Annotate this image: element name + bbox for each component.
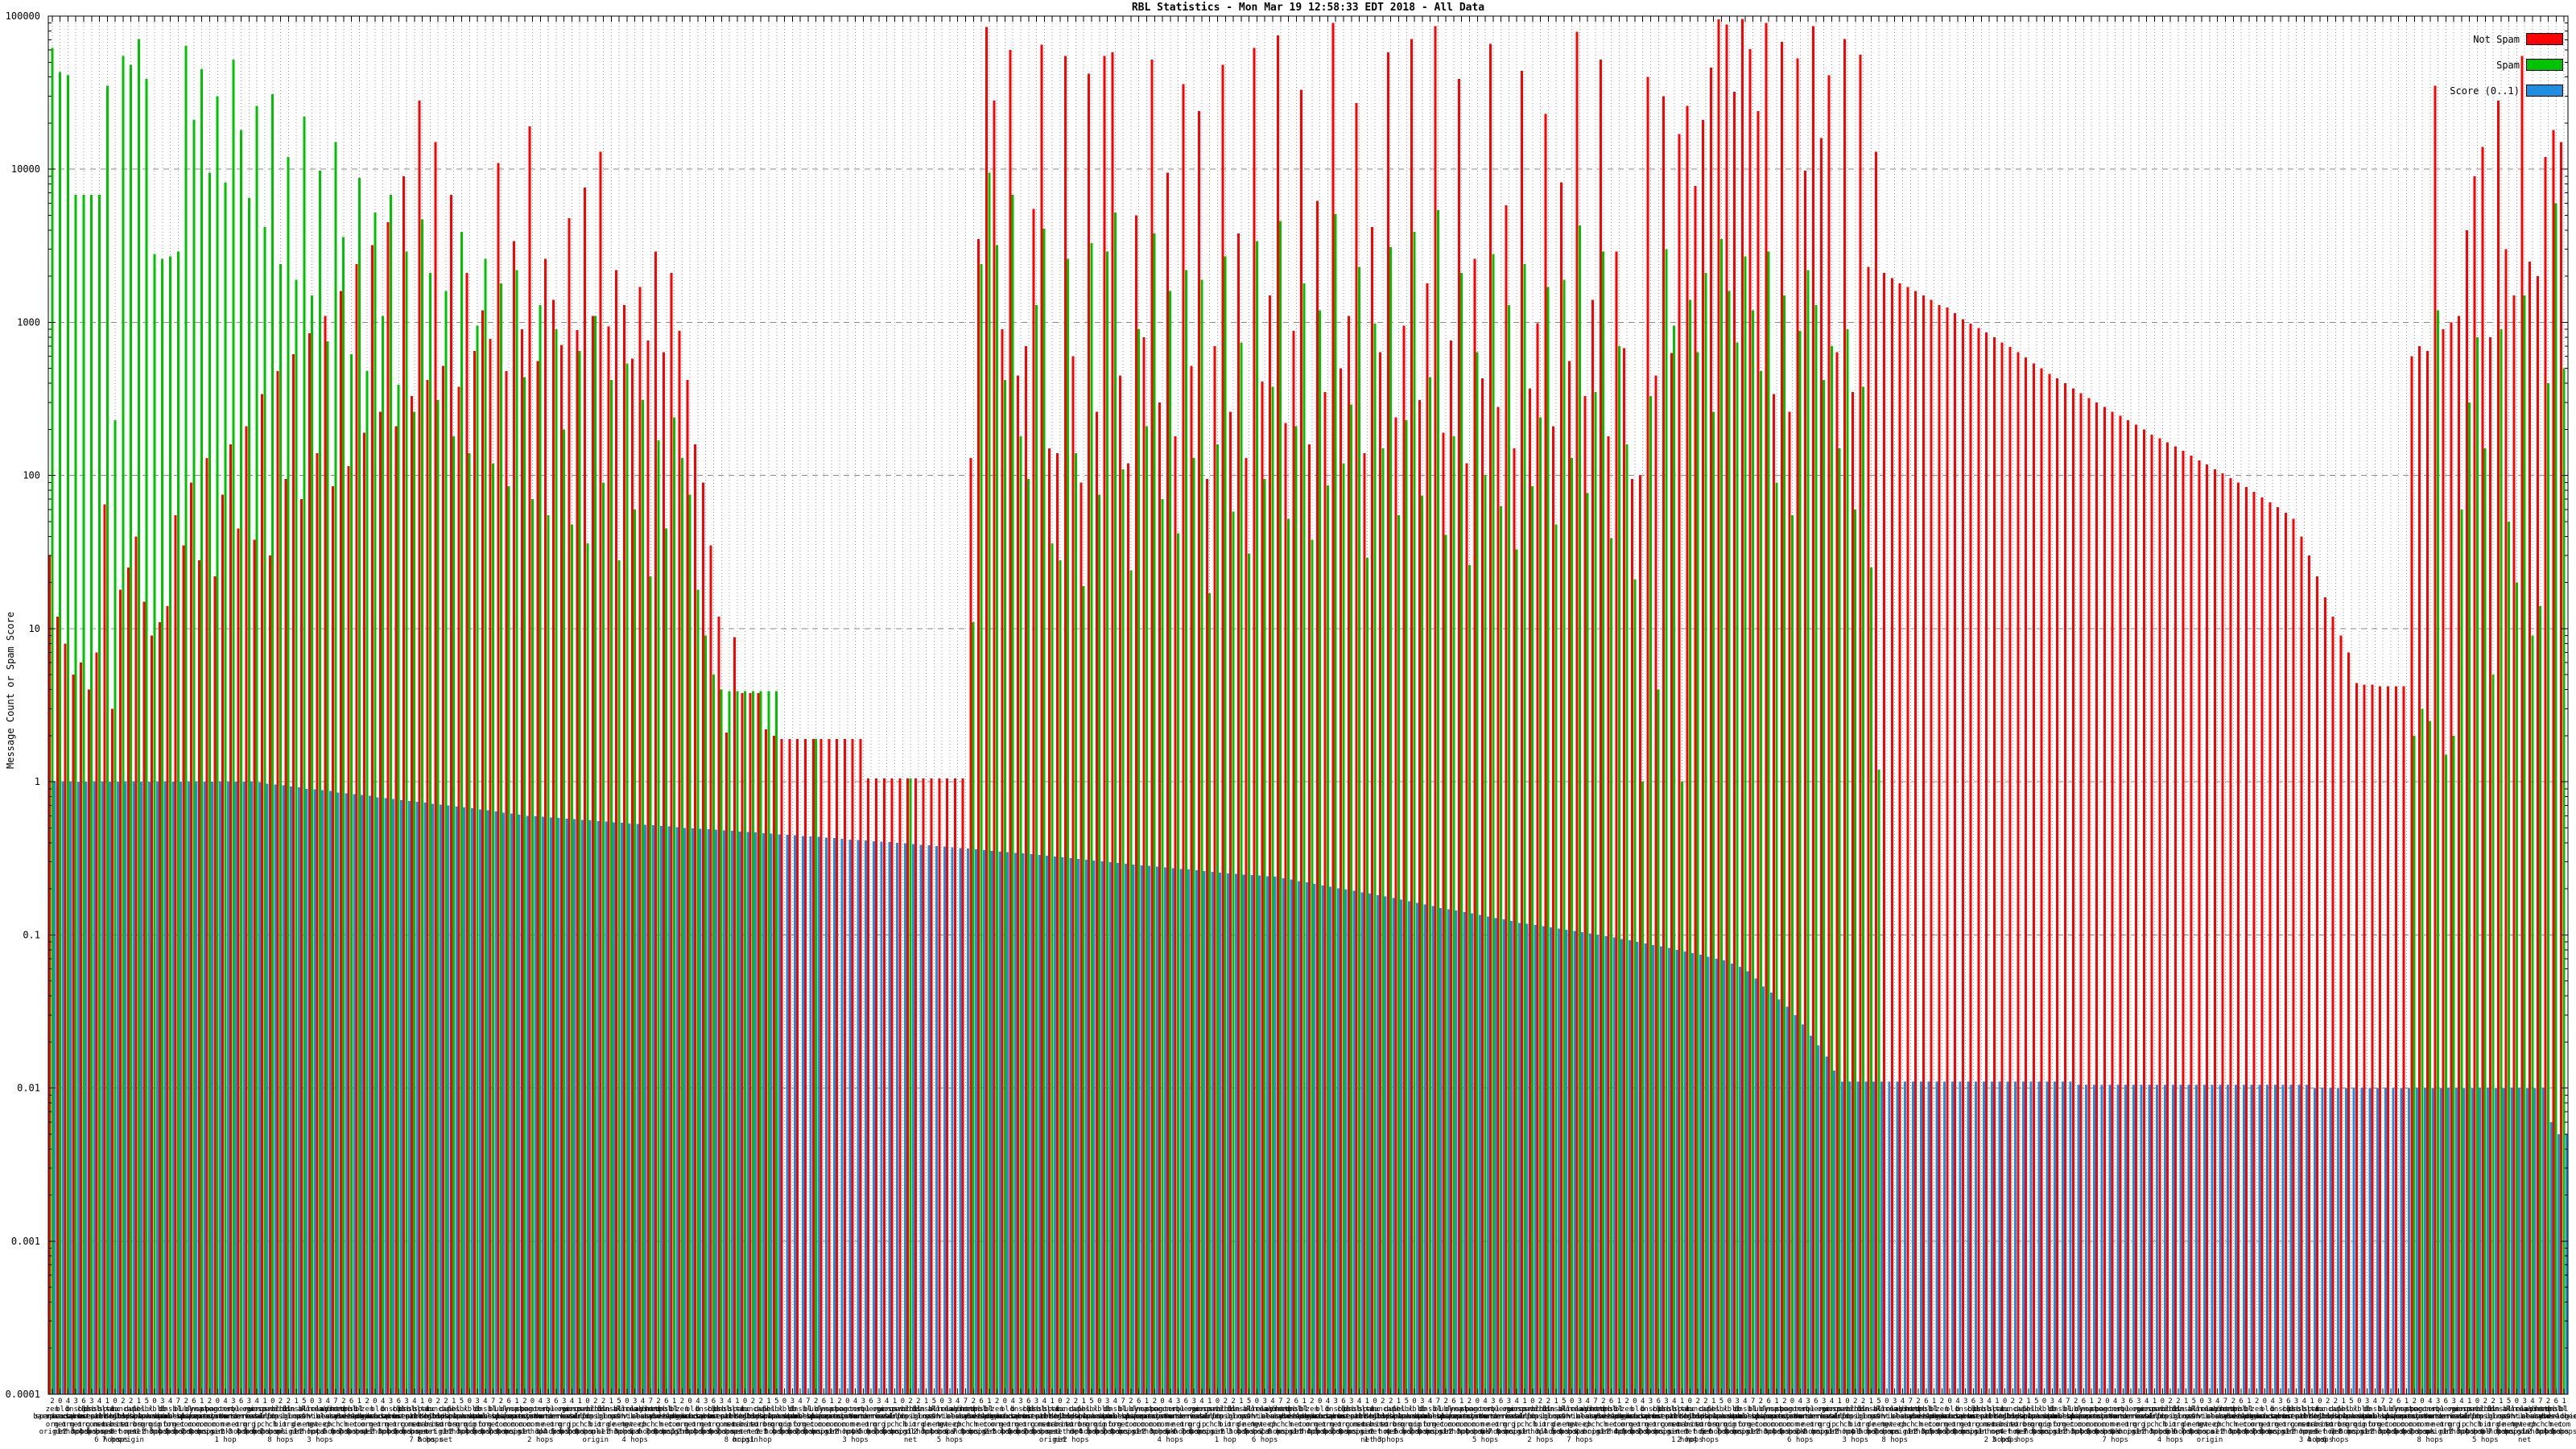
chart-title: RBL Statistics - Mon Mar 19 12:58:33 EDT… [1131,2,1485,14]
bars-not-spam [47,19,2563,1395]
legend-label-score: Score (0..1) [2450,85,2520,97]
bars-spam [51,39,2566,1395]
legend: Not Spam Spam Score (0..1) [2450,33,2563,111]
legend-row-spam: Spam [2450,59,2563,71]
svg-text:1: 1 [35,776,40,787]
legend-label-spam: Spam [2496,59,2520,71]
legend-swatch-score [2526,85,2563,97]
svg-text:100000: 100000 [6,10,40,22]
svg-text:0.001: 0.001 [11,1236,40,1247]
legend-row-not-spam: Not Spam [2450,33,2563,45]
svg-text:10000: 10000 [11,163,40,175]
svg-text:1000: 1000 [17,316,40,328]
plot-border [47,15,2569,1395]
legend-swatch-not-spam [2526,33,2563,45]
axis-ticks [48,15,2568,1395]
legend-row-score: Score (0..1) [2450,85,2563,97]
legend-swatch-spam [2526,59,2563,71]
svg-text:0.01: 0.01 [17,1083,40,1094]
bars-score-0-1- [53,782,2568,1394]
svg-text:10: 10 [29,623,40,634]
svg-text:100: 100 [23,470,40,481]
y-tick-labels: 100000 10000 1000 100 10 1 0.1 0.01 0.001 0.0001 [6,10,40,1400]
legend-label-not-spam: Not Spam [2473,33,2520,45]
svg-text:0.1: 0.1 [23,929,40,940]
svg-text:0.0001: 0.0001 [6,1389,40,1400]
